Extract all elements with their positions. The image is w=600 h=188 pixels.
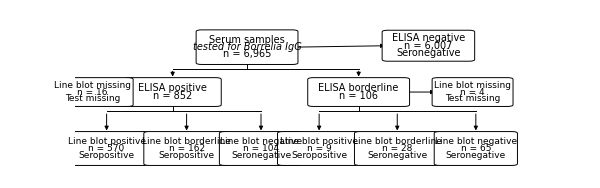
Text: Seronegative: Seronegative xyxy=(231,151,291,160)
FancyBboxPatch shape xyxy=(196,30,298,64)
Text: n = 6,007: n = 6,007 xyxy=(404,41,452,51)
Text: ELISA positive: ELISA positive xyxy=(138,83,207,93)
Text: tested for Borrelia IgG: tested for Borrelia IgG xyxy=(193,42,301,52)
Text: n = 852: n = 852 xyxy=(153,91,192,101)
FancyBboxPatch shape xyxy=(308,78,410,106)
FancyBboxPatch shape xyxy=(64,132,149,165)
Text: n = 16: n = 16 xyxy=(77,88,108,97)
Text: n = 162: n = 162 xyxy=(169,144,205,153)
FancyBboxPatch shape xyxy=(220,132,302,165)
Text: Line blot missing: Line blot missing xyxy=(434,81,511,90)
FancyBboxPatch shape xyxy=(278,132,361,165)
Text: Line blot positive: Line blot positive xyxy=(280,137,358,146)
FancyBboxPatch shape xyxy=(124,78,221,106)
Text: Seronegative: Seronegative xyxy=(367,151,427,160)
Text: Seronegative: Seronegative xyxy=(446,151,506,160)
Text: Line blot missing: Line blot missing xyxy=(54,81,131,90)
Text: Seronegative: Seronegative xyxy=(396,48,461,58)
Text: n = 28: n = 28 xyxy=(382,144,412,153)
Text: Line blot negative: Line blot negative xyxy=(435,137,517,146)
Text: Test missing: Test missing xyxy=(65,94,121,103)
Text: n = 6,965: n = 6,965 xyxy=(223,49,271,59)
FancyBboxPatch shape xyxy=(382,30,475,61)
Text: Line blot borderline: Line blot borderline xyxy=(142,137,231,146)
Text: n = 106: n = 106 xyxy=(339,91,378,101)
Text: Seropositive: Seropositive xyxy=(158,151,215,160)
FancyBboxPatch shape xyxy=(432,78,513,106)
Text: Line blot borderline: Line blot borderline xyxy=(353,137,442,146)
Text: Test missing: Test missing xyxy=(445,94,500,103)
Text: n = 9: n = 9 xyxy=(307,144,331,153)
Text: Seropositive: Seropositive xyxy=(291,151,347,160)
FancyBboxPatch shape xyxy=(144,132,229,165)
Text: n = 104: n = 104 xyxy=(243,144,279,153)
Text: Seropositive: Seropositive xyxy=(79,151,134,160)
Text: n = 570: n = 570 xyxy=(88,144,125,153)
Text: n = 4: n = 4 xyxy=(460,88,485,97)
FancyBboxPatch shape xyxy=(434,132,517,165)
FancyBboxPatch shape xyxy=(355,132,440,165)
Text: ELISA borderline: ELISA borderline xyxy=(319,83,399,93)
FancyBboxPatch shape xyxy=(52,78,133,106)
Text: Line blot positive: Line blot positive xyxy=(68,137,146,146)
Text: Line blot negative: Line blot negative xyxy=(220,137,302,146)
Text: n = 65: n = 65 xyxy=(461,144,491,153)
Text: ELISA negative: ELISA negative xyxy=(392,33,465,43)
Text: Serum samples: Serum samples xyxy=(209,35,285,45)
